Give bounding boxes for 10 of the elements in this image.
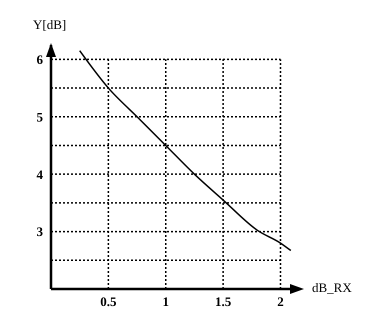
x-tick-label: 1.5 [214,294,232,310]
x-axis-title: dB_RX [312,280,352,296]
x-tick-label: 1 [162,294,169,310]
x-tick-label: 2 [277,294,284,310]
y-tick-label: 3 [36,224,44,240]
y-axis-title: Y[dB] [33,17,66,33]
y-tick-label: 6 [36,52,44,67]
x-tick-label: 0.5 [100,294,117,310]
y-tick-label: 4 [36,166,44,182]
y-tick-label: 5 [36,109,44,124]
